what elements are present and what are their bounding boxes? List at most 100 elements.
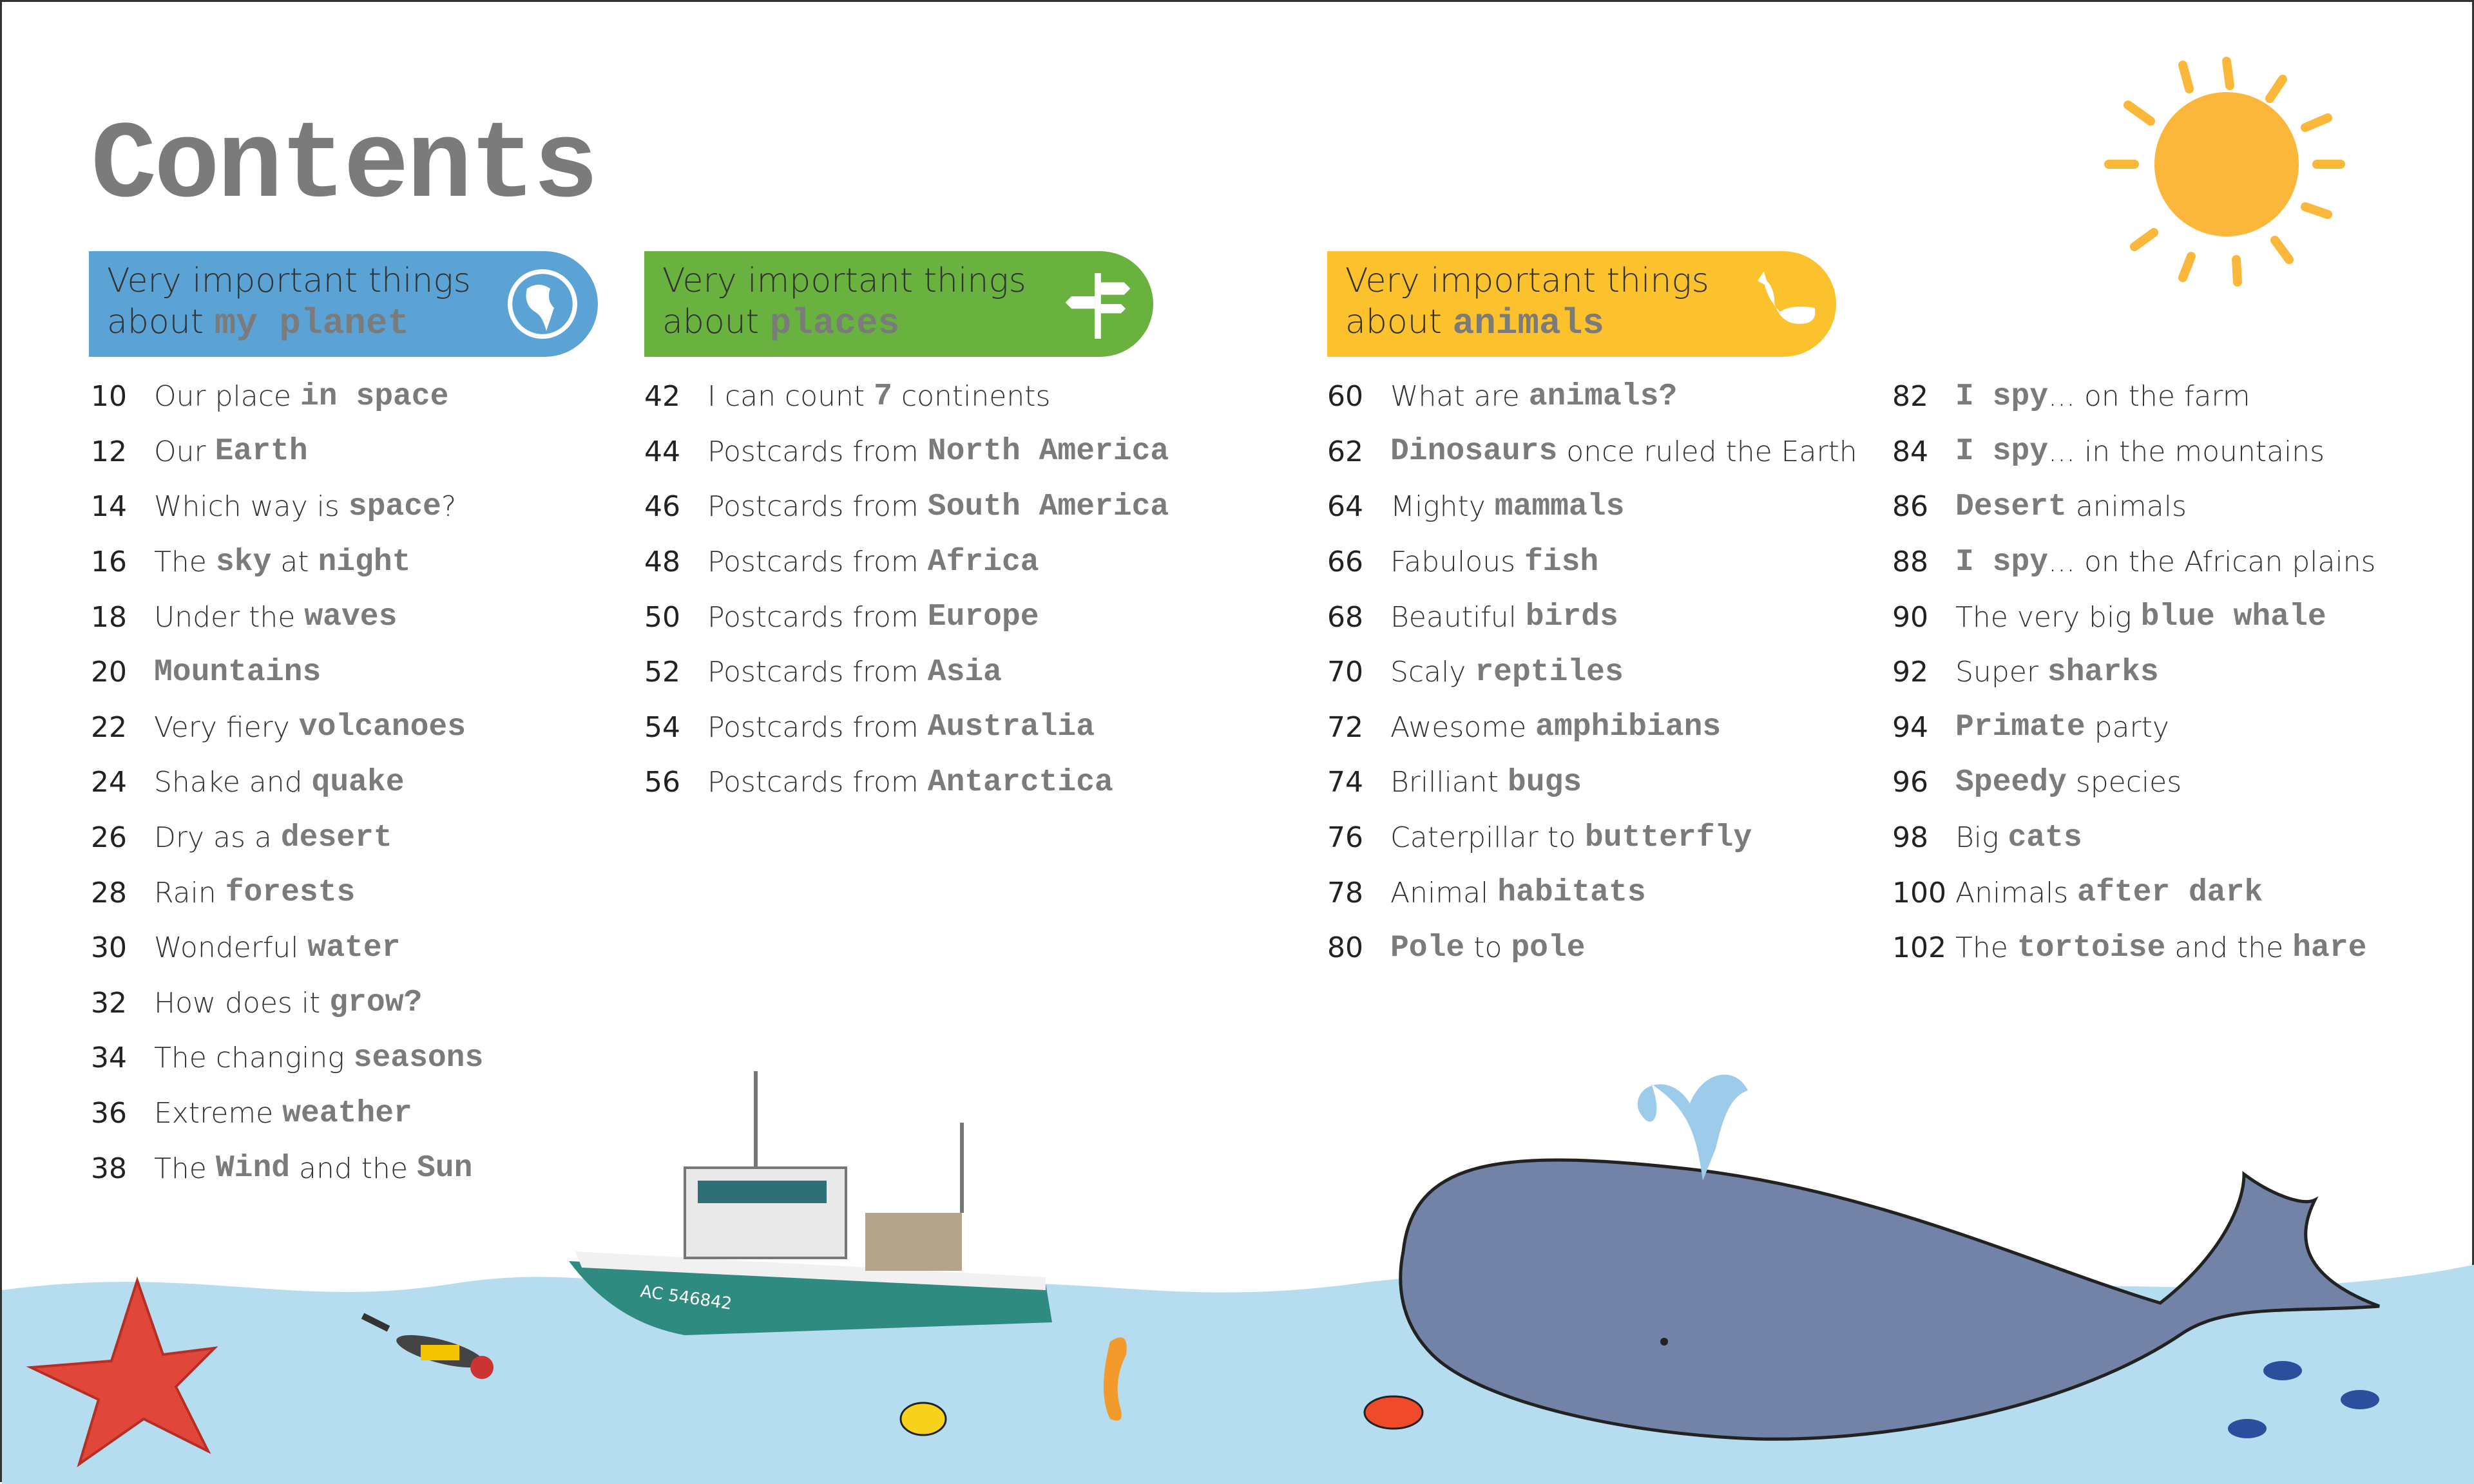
contents-entry[interactable]: 74 Brilliant bugs — [1327, 755, 1857, 810]
entry-title-bold: Mountains — [154, 654, 321, 690]
contents-entry[interactable]: 62 Dinosaurs once ruled the Earth — [1327, 424, 1857, 480]
contents-entry[interactable]: 88 I spy... on the African plains — [1892, 535, 2375, 590]
entry-title-bold: Australia — [927, 710, 1095, 745]
sea-water — [2, 1264, 2474, 1484]
page-number: 100 — [1892, 876, 1946, 909]
page-number: 92 — [1892, 656, 1928, 689]
contents-entry[interactable]: 12 Our Earth — [91, 424, 483, 480]
entry-title-bold: Pole — [1390, 930, 1465, 966]
contents-entry[interactable]: 82 I spy... on the farm — [1892, 369, 2375, 424]
banner-highlight: animals — [1452, 303, 1604, 344]
entry-title-text: Under the — [154, 600, 305, 634]
entry-title-text: party — [2085, 710, 2169, 744]
contents-entry[interactable]: 46 Postcards from South America — [644, 479, 1169, 535]
page-number: 14 — [91, 490, 127, 524]
page-number: 48 — [644, 546, 680, 579]
contents-entry[interactable]: 92 Super sharks — [1892, 645, 2375, 700]
contents-entry[interactable]: 38 The Wind and the Sun — [91, 1141, 483, 1196]
contents-entry[interactable]: 66 Fabulous fish — [1327, 535, 1857, 590]
yellow-fish-illustration — [899, 1402, 947, 1436]
contents-entry[interactable]: 24 Shake and quake — [91, 755, 483, 810]
contents-entry[interactable]: 16 The sky at night — [91, 535, 483, 590]
contents-entry[interactable]: 84 I spy... in the mountains — [1892, 424, 2375, 480]
entry-title-bold: desert — [280, 820, 392, 855]
contents-entry[interactable]: 10 Our place in space — [91, 369, 483, 424]
entry-title-bold: South America — [927, 489, 1169, 524]
contents-entry[interactable]: 102 The tortoise and the hare — [1892, 920, 2375, 976]
contents-entry[interactable]: 54 Postcards from Australia — [644, 700, 1169, 756]
contents-entry[interactable]: 22 Very fiery volcanoes — [91, 700, 483, 756]
contents-entry[interactable]: 30 Wonderful water — [91, 920, 483, 976]
contents-entry[interactable]: 56 Postcards from Antarctica — [644, 755, 1169, 810]
page-number: 76 — [1327, 821, 1363, 855]
page-number: 34 — [91, 1042, 127, 1075]
blue-fish-illustration — [2228, 1419, 2267, 1438]
contents-entry[interactable]: 94 Primate party — [1892, 700, 2375, 756]
contents-entry[interactable]: 44 Postcards from North America — [644, 424, 1169, 480]
section-banner-planet: Very important things about my planet — [89, 251, 598, 357]
page-number: 18 — [91, 600, 127, 634]
page-number: 70 — [1327, 656, 1363, 689]
whale-illustration — [1399, 1074, 2380, 1441]
contents-entry[interactable]: 78 Animal habitats — [1327, 865, 1857, 920]
entry-title-bold: water — [307, 930, 401, 966]
contents-entry[interactable]: 70 Scaly reptiles — [1327, 645, 1857, 700]
entry-title-bold: Europe — [927, 600, 1039, 635]
contents-entry[interactable]: 48 Postcards from Africa — [644, 535, 1169, 590]
blue-fish-illustration — [2263, 1361, 2302, 1380]
contents-entry[interactable]: 32 How does it grow? — [91, 976, 483, 1031]
contents-entry[interactable]: 96 Speedy species — [1892, 755, 2375, 810]
page-number: 86 — [1892, 490, 1928, 524]
contents-entry[interactable]: 36 Extreme weather — [91, 1086, 483, 1141]
page-number: 60 — [1327, 380, 1363, 414]
entry-title-bold: birds — [1525, 600, 1618, 635]
contents-entry[interactable]: 28 Rain forests — [91, 865, 483, 920]
contents-list-places: 42 I can count 7 continents 44 Postcards fr… — [644, 369, 1169, 810]
contents-entry[interactable]: 68 Beautiful birds — [1327, 589, 1857, 645]
banner-line1: Very important things — [107, 262, 471, 300]
contents-entry[interactable]: 52 Postcards from Asia — [644, 645, 1169, 700]
entry-title-text: Postcards from — [707, 600, 928, 634]
entry-title-text: Postcards from — [707, 656, 928, 689]
contents-entry[interactable]: 86 Desert animals — [1892, 479, 2375, 535]
page-number: 84 — [1892, 435, 1928, 468]
contents-entry[interactable]: 100 Animals after dark — [1892, 865, 2375, 920]
contents-entry[interactable]: 14 Which way is space? — [91, 479, 483, 535]
entry-title-text: Animals — [1955, 876, 2078, 909]
page-number: 88 — [1892, 546, 1928, 579]
entry-title-text: Beautiful — [1390, 600, 1526, 634]
boat-registration: AC 546842 — [639, 1282, 733, 1314]
banner-highlight: places — [769, 303, 900, 344]
contents-entry[interactable]: 50 Postcards from Europe — [644, 589, 1169, 645]
entry-title-text: continents — [892, 380, 1051, 414]
contents-entry[interactable]: 26 Dry as a desert — [91, 810, 483, 866]
entry-title-text: ... in the mountains — [2048, 435, 2325, 468]
contents-entry[interactable]: 98 Big cats — [1892, 810, 2375, 866]
contents-entry[interactable]: 72 Awesome amphibians — [1327, 700, 1857, 756]
page-number: 62 — [1327, 435, 1363, 468]
contents-entry[interactable]: 42 I can count 7 continents — [644, 369, 1169, 424]
page-number: 32 — [91, 986, 127, 1020]
entry-title-bold: Wind — [215, 1151, 291, 1186]
contents-entry[interactable]: 64 Mighty mammals — [1327, 479, 1857, 535]
contents-entry[interactable]: 18 Under the waves — [91, 589, 483, 645]
entry-title-bold: Asia — [927, 654, 1002, 690]
contents-entry[interactable]: 60 What are animals? — [1327, 369, 1857, 424]
page-number: 28 — [91, 876, 127, 909]
contents-entry[interactable]: 90 The very big blue whale — [1892, 589, 2375, 645]
entry-title-text: Our — [154, 435, 215, 468]
fishing-boat-illustration: AC 546842 — [569, 1071, 1052, 1335]
entry-title-text: Shake and — [154, 766, 312, 799]
contents-entry[interactable]: 80 Pole to pole — [1327, 920, 1857, 976]
entry-title-text: I can count — [707, 380, 874, 414]
entry-title-bold: Desert — [1955, 489, 2067, 524]
page-number: 42 — [644, 380, 680, 414]
entry-title-text: Postcards from — [707, 546, 928, 579]
contents-entry[interactable]: 20 Mountains — [91, 645, 483, 700]
entry-title-text: Postcards from — [707, 766, 928, 799]
contents-entry[interactable]: 76 Caterpillar to butterfly — [1327, 810, 1857, 866]
page-number: 96 — [1892, 766, 1928, 799]
contents-entry[interactable]: 34 The changing seasons — [91, 1031, 483, 1086]
entry-title-bold: habitats — [1497, 875, 1646, 911]
entry-title-text: Super — [1955, 656, 2047, 689]
